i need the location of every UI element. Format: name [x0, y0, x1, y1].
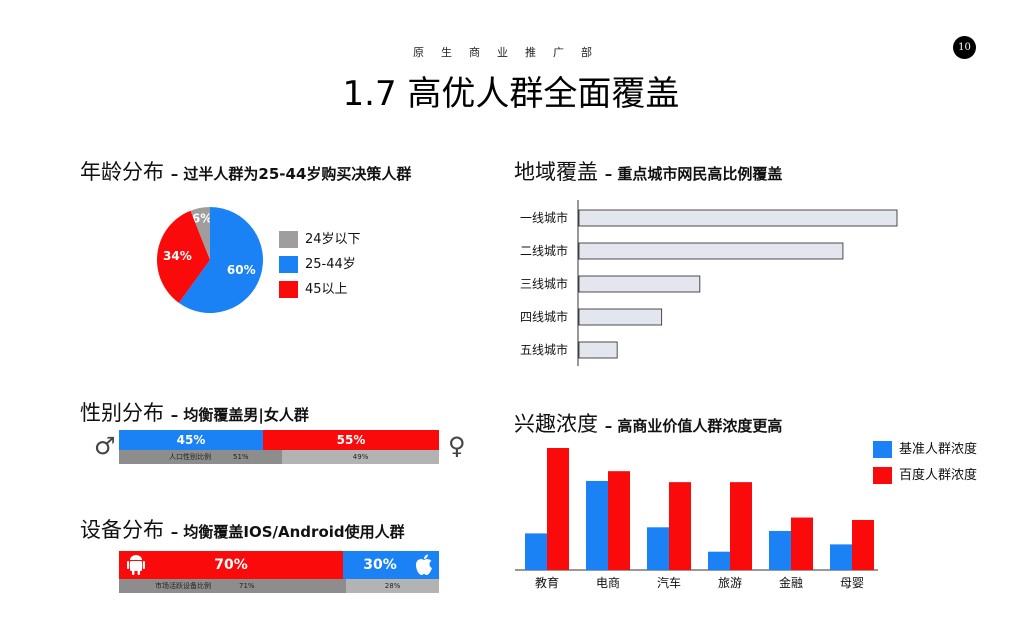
interest-bar: [708, 551, 730, 570]
device-heading: 设备分布: [80, 518, 164, 542]
age-heading: 年龄分布: [80, 160, 164, 184]
interest-tick-label: 母婴: [840, 576, 864, 590]
population-female-value: 49%: [352, 453, 369, 461]
interest-tick-label: 金融: [779, 575, 803, 590]
legend-swatch-25-44: [279, 256, 298, 273]
age-legend-item: 25-44岁: [279, 253, 361, 278]
region-tick-label: 四线城市: [520, 309, 568, 324]
age-pie-chart: 6% 60% 34%: [157, 207, 263, 313]
legend-label: 百度人群浓度: [899, 468, 978, 483]
pie-slice: [157, 210, 210, 303]
interest-tick-label: 教育: [535, 575, 559, 590]
interest-tick-label: 旅游: [718, 576, 742, 590]
interest-legend-item: 基准人群浓度: [873, 438, 977, 464]
age-section-heading: 年龄分布 – 过半人群为25-44岁购买决策人群: [80, 156, 411, 186]
legend-label: 基准人群浓度: [899, 442, 978, 457]
interest-subheading: – 高商业价值人群浓度更高: [604, 417, 783, 435]
department-label: 原生商业推广部: [413, 46, 609, 59]
interest-bar: [830, 544, 852, 570]
interest-bar: [669, 482, 691, 570]
page-number: 10: [953, 36, 976, 59]
device-market-bar: 市场活跃设备比例 71% 28%: [119, 579, 439, 593]
device-subheading: – 均衡覆盖IOS/Android使用人群: [170, 523, 405, 541]
female-segment: 55%: [263, 430, 439, 450]
region-bar: [578, 308, 663, 326]
interest-bar: [769, 530, 791, 570]
legend-swatch-45plus: [279, 281, 298, 298]
interest-tick-label: 汽车: [657, 575, 681, 590]
interest-bar: [525, 533, 547, 570]
interest-bar: [586, 480, 608, 570]
male-segment: 45%: [119, 430, 263, 450]
market-android-segment: 市场活跃设备比例 71%: [119, 579, 347, 593]
age-subheading: – 过半人群为25-44岁购买决策人群: [170, 165, 412, 183]
gender-bar: 45% 55% 人口性别比例 51% 49%: [119, 430, 439, 464]
population-male-segment: 人口性别比例 51%: [119, 450, 283, 464]
region-tick-label: 五线城市: [520, 342, 568, 357]
interest-bar: [730, 482, 752, 570]
android-segment: 70%: [119, 551, 343, 579]
page-title: 1.7 高优人群全面覆盖: [342, 74, 680, 114]
male-icon: ♂: [94, 432, 116, 460]
interest-heading: 兴趣浓度: [514, 412, 598, 436]
android-share-label: 70%: [214, 557, 248, 573]
interest-bar: [647, 527, 669, 570]
market-android-value: 71%: [239, 582, 255, 590]
legend-swatch-under24: [279, 231, 298, 248]
gender-section-heading: 性别分布 – 均衡覆盖男|女人群: [80, 397, 309, 427]
device-split-bar: 70% 30%: [119, 551, 439, 579]
market-ios-value: 28%: [384, 582, 401, 590]
gender-population-bar: 人口性别比例 51% 49%: [119, 450, 439, 464]
gender-heading: 性别分布: [80, 401, 164, 425]
interest-tick-label: 电商: [596, 575, 620, 590]
interest-section-heading: 兴趣浓度 – 高商业价值人群浓度更高: [514, 408, 782, 438]
ios-share-label: 30%: [363, 557, 397, 573]
legend-swatch-baseline: [873, 441, 892, 458]
population-male-value: 51%: [233, 453, 249, 461]
pie-slice-label: 6%: [192, 211, 212, 225]
female-icon: ♀: [448, 432, 466, 460]
region-tick-label: 一线城市: [520, 210, 568, 225]
interest-legend-item: 百度人群浓度: [873, 464, 977, 490]
interest-bar: [547, 448, 569, 570]
legend-label: 25-44岁: [305, 257, 356, 272]
pie-slice: [178, 207, 263, 313]
market-ios-segment: 28%: [346, 579, 439, 593]
age-legend: 24岁以下 25-44岁 45以上: [279, 228, 361, 303]
legend-label: 45以上: [305, 282, 348, 297]
interest-bar: [852, 519, 874, 570]
device-bar: 70% 30% 市场活跃设备比例 71% 28%: [119, 551, 439, 593]
interest-bar-chart: 教育 电商 汽车 旅游 金融 母婴: [515, 448, 878, 590]
region-bar: [578, 209, 898, 227]
region-tick-label: 三线城市: [520, 276, 568, 291]
device-section-heading: 设备分布 – 均衡覆盖IOS/Android使用人群: [80, 514, 405, 544]
age-legend-item: 24岁以下: [279, 228, 361, 253]
apple-icon: [416, 554, 432, 575]
interest-bar: [608, 471, 630, 570]
population-female-segment: 49%: [282, 450, 439, 464]
region-bar: [578, 242, 844, 260]
market-ratio-label: 市场活跃设备比例: [155, 582, 211, 590]
region-section-heading: 地域覆盖 – 重点城市网民高比例覆盖: [514, 156, 782, 186]
region-tick-label: 二线城市: [520, 243, 568, 258]
interest-legend: 基准人群浓度 百度人群浓度: [873, 438, 977, 490]
pie-slice-label: 34%: [163, 249, 192, 263]
region-bar: [578, 275, 701, 293]
pie-slice: [190, 207, 210, 260]
gender-split-bar: 45% 55%: [119, 430, 439, 450]
pie-slice-label: 60%: [227, 263, 256, 277]
age-legend-item: 45以上: [279, 278, 361, 303]
gender-subheading: – 均衡覆盖男|女人群: [170, 406, 309, 424]
region-subheading: – 重点城市网民高比例覆盖: [604, 165, 783, 183]
interest-bar: [791, 517, 813, 570]
region-bar: [578, 341, 618, 359]
legend-label: 24岁以下: [305, 232, 361, 247]
region-heading: 地域覆盖: [514, 160, 598, 184]
android-icon: [127, 555, 145, 575]
ios-segment: 30%: [343, 551, 439, 579]
legend-swatch-baidu: [873, 467, 892, 484]
population-ratio-label: 人口性别比例: [169, 453, 211, 461]
